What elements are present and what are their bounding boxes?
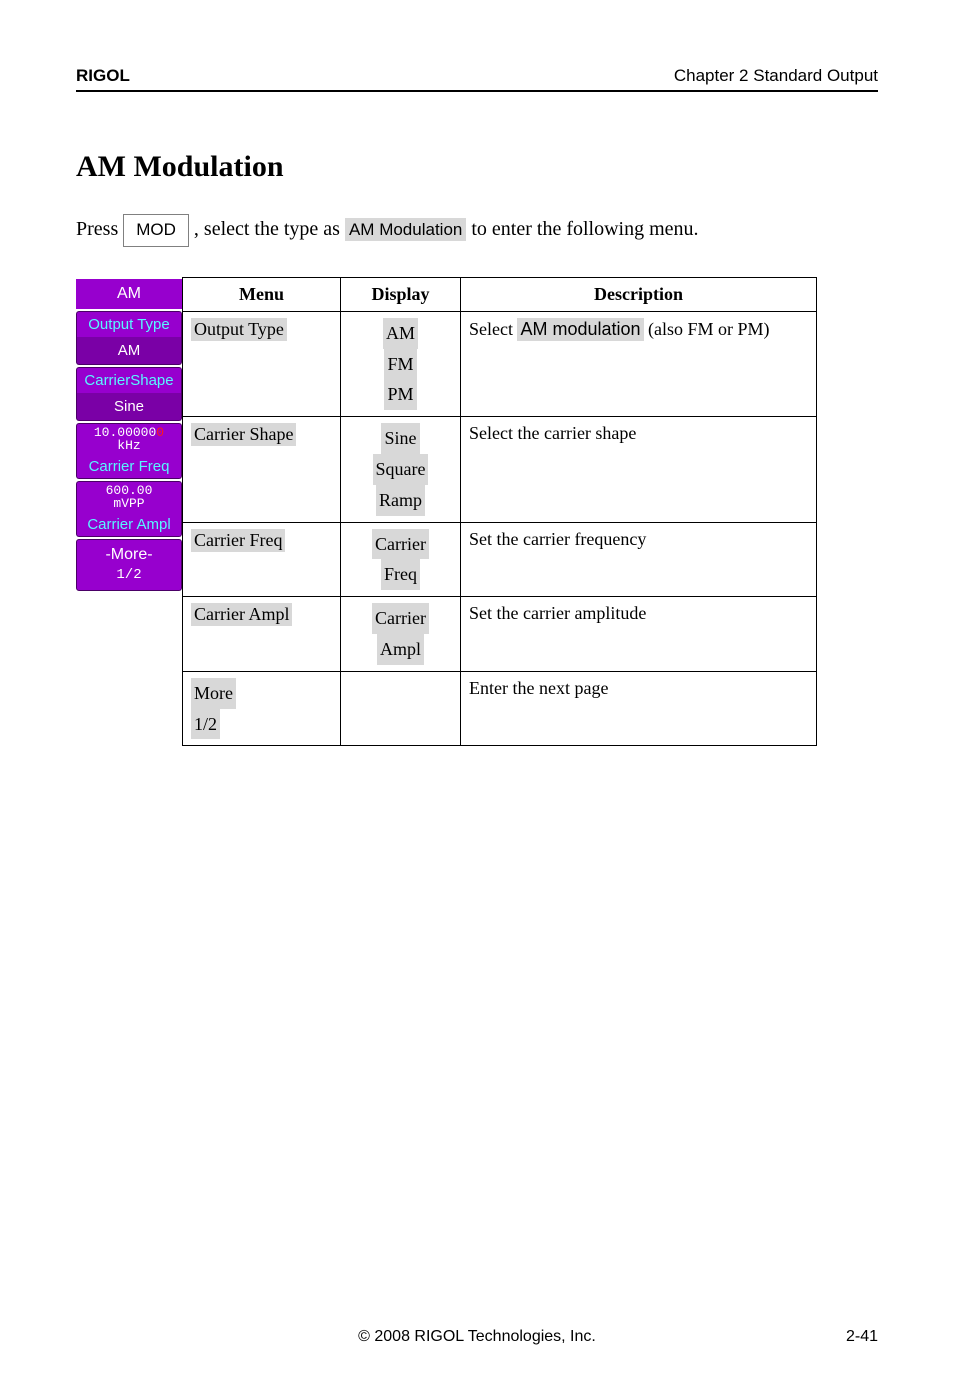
desc-hi: AM modulation — [517, 318, 643, 341]
opt-pm: PM — [384, 379, 416, 410]
softkey-value: 10.000000 kHz — [76, 423, 182, 455]
page-header: RIGOL Chapter 2 Standard Output — [76, 66, 878, 92]
menu-carrier-ampl[interactable]: Carrier Ampl — [191, 603, 292, 626]
desc-a: Select — [469, 319, 517, 339]
softkey-carrier-freq[interactable]: 10.000000 kHz Carrier Freq — [76, 423, 182, 479]
display-cell — [341, 671, 461, 746]
softkey-value: AM — [76, 337, 182, 365]
intro-line: Press MOD , select the type as AM Modula… — [76, 214, 878, 247]
opt-square: Square — [373, 454, 429, 485]
intro-suffix: to enter the following menu. — [471, 218, 698, 240]
softkey-more[interactable]: -More- 1/2 — [76, 539, 182, 591]
desc-cell: Select AM modulation (also FM or PM) — [461, 311, 817, 416]
softkey-value: Sine — [76, 393, 182, 421]
th-description: Description — [461, 277, 817, 311]
softkey-title: AM — [76, 279, 182, 309]
val-red: 0 — [156, 425, 164, 440]
opt-carrier: Carrier — [372, 529, 429, 560]
desc-cell: Enter the next page — [461, 671, 817, 746]
softkey-value: 600.00 mVPP — [76, 481, 182, 513]
opt-sine: Sine — [381, 423, 419, 454]
softkey-output-type[interactable]: Output Type AM — [76, 311, 182, 365]
menu-more-b[interactable]: 1/2 — [191, 709, 220, 740]
softkey-carrier-shape[interactable]: CarrierShape Sine — [76, 367, 182, 421]
softkey-label: Carrier Ampl — [76, 513, 182, 537]
menu-carrier-shape[interactable]: Carrier Shape — [191, 423, 296, 446]
table-row: More 1/2 Enter the next page — [183, 671, 817, 746]
table-row: Carrier Freq Carrier Freq Set the carrie… — [183, 522, 817, 597]
display-cell: Carrier Ampl — [341, 597, 461, 672]
table-row: Output Type AM FM PM Select AM modulatio… — [183, 311, 817, 416]
desc-cell: Set the carrier amplitude — [461, 597, 817, 672]
more-line1: -More- — [105, 545, 152, 566]
opt-carrier: Carrier — [372, 603, 429, 634]
menu-more-a[interactable]: More — [191, 678, 236, 709]
menu-table: Menu Display Description Output Type AM … — [182, 277, 817, 747]
display-cell: Sine Square Ramp — [341, 417, 461, 522]
menu-output-type[interactable]: Output Type — [191, 318, 287, 341]
intro-prefix: Press — [76, 218, 123, 240]
th-display: Display — [341, 277, 461, 311]
softkey-carrier-ampl[interactable]: 600.00 mVPP Carrier Ampl — [76, 481, 182, 537]
table-header-row: Menu Display Description — [183, 277, 817, 311]
th-menu: Menu — [183, 277, 341, 311]
val-unit: kHz — [117, 438, 140, 453]
opt-freq: Freq — [381, 559, 420, 590]
desc-cell: Select the carrier shape — [461, 417, 817, 522]
opt-am: AM — [383, 318, 418, 349]
opt-fm: FM — [384, 349, 416, 380]
display-cell: Carrier Freq — [341, 522, 461, 597]
opt-ampl: Ampl — [377, 634, 424, 665]
desc-cell: Set the carrier frequency — [461, 522, 817, 597]
more-line2: 1/2 — [116, 566, 141, 584]
opt-ramp: Ramp — [376, 485, 425, 516]
softkey-label: Output Type — [76, 311, 182, 337]
header-left: RIGOL — [76, 66, 130, 86]
intro-mid: , select the type as — [194, 218, 345, 240]
table-row: Carrier Ampl Carrier Ampl Set the carrie… — [183, 597, 817, 672]
display-cell: AM FM PM — [341, 311, 461, 416]
menu-carrier-freq[interactable]: Carrier Freq — [191, 529, 285, 552]
intro-softkey[interactable]: AM Modulation — [345, 218, 466, 241]
desc-b: (also FM or PM) — [644, 319, 770, 339]
header-right: Chapter 2 Standard Output — [674, 66, 878, 86]
softkey-column: AM Output Type AM CarrierShape Sine 10.0… — [76, 279, 182, 591]
footer-center: © 2008 RIGOL Technologies, Inc. — [76, 1328, 878, 1346]
mod-key[interactable]: MOD — [123, 214, 189, 247]
softkey-label: CarrierShape — [76, 367, 182, 393]
val-b: mVPP — [113, 496, 144, 511]
softkey-label: Carrier Freq — [76, 455, 182, 479]
section-title: AM Modulation — [76, 150, 878, 184]
table-row: Carrier Shape Sine Square Ramp Select th… — [183, 417, 817, 522]
footer-page: 2-41 — [846, 1328, 878, 1346]
